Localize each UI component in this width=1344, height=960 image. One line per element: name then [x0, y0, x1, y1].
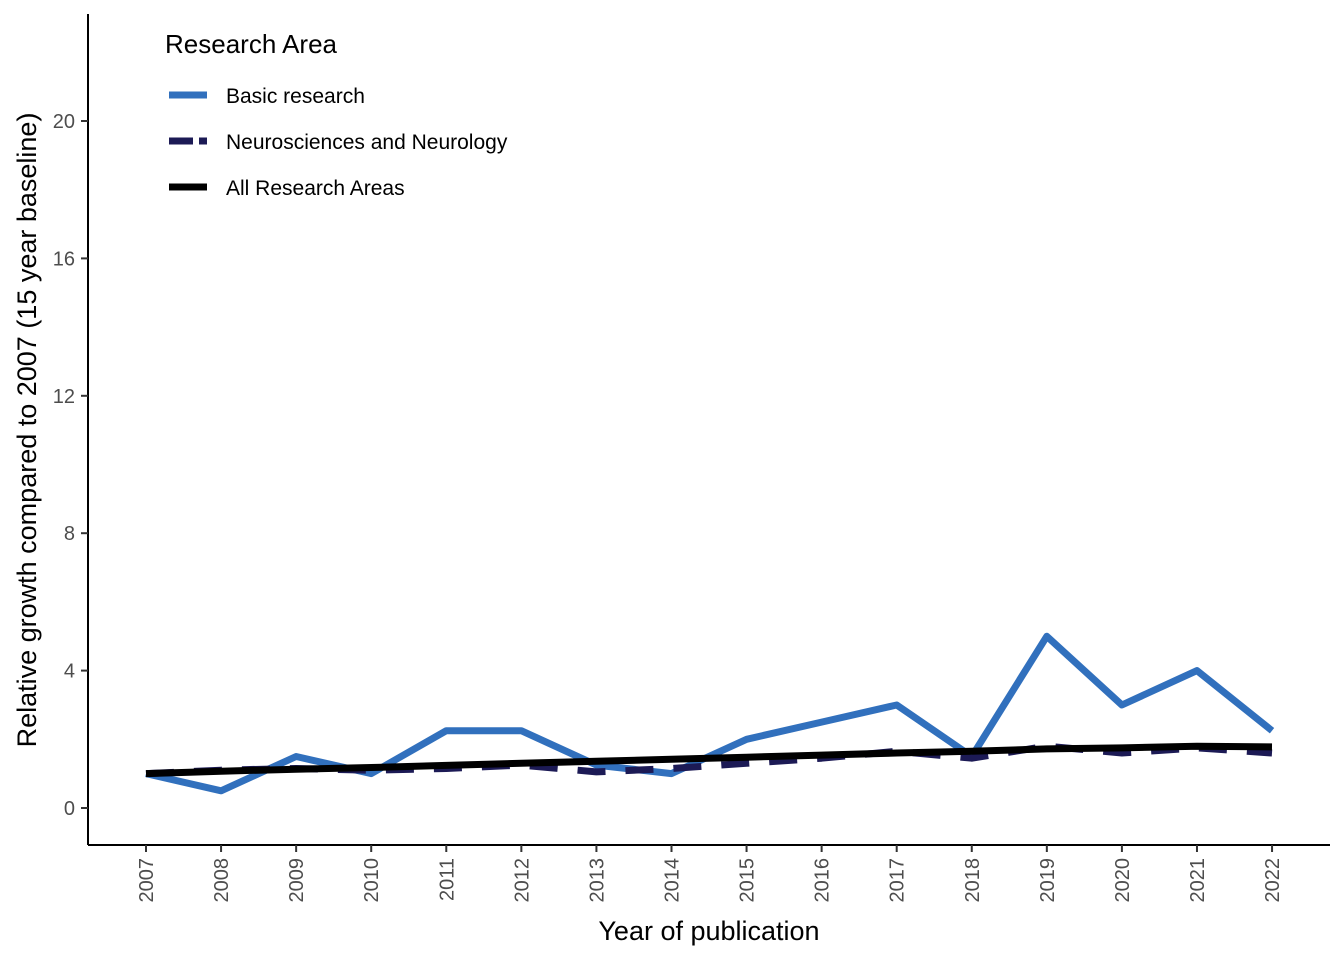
x-ticks: 2007 2008 2009 2010 2011 2012 2013 2014 2015 2016…	[136, 845, 1284, 903]
legend-title: Research Area	[165, 29, 338, 59]
y-axis-title: Relative growth compared to 2007 (15 yea…	[12, 113, 42, 748]
x-tick-label: 2012	[511, 858, 533, 903]
x-tick-label: 2020	[1112, 858, 1134, 903]
y-tick-label: 12	[53, 386, 75, 408]
x-tick-label: 2014	[661, 858, 683, 903]
y-tick-label: 0	[64, 798, 75, 820]
x-tick-label: 2007	[136, 858, 158, 903]
legend-items: Basic research Neurosciences and Neurolog…	[169, 85, 508, 200]
legend: Research Area Basic research Neuroscience…	[165, 29, 508, 200]
x-tick-label: 2022	[1262, 858, 1284, 903]
series-line-3	[145, 742, 1273, 778]
x-tick-label: 2013	[586, 858, 608, 903]
x-tick-label: 2017	[887, 858, 909, 903]
x-tick-label: 2009	[286, 858, 308, 903]
x-tick-label: 2018	[962, 858, 984, 903]
x-tick-label: 2011	[436, 858, 458, 901]
y-tick-label: 4	[64, 661, 75, 683]
legend-label: Basic research	[226, 85, 365, 108]
y-tick-label: 8	[64, 523, 75, 545]
legend-label: All Research Areas	[226, 177, 405, 200]
x-tick-label: 2019	[1037, 858, 1059, 903]
axes	[87, 14, 1330, 846]
x-tick-label: 2010	[361, 858, 383, 903]
x-axis-title: Year of publication	[598, 916, 819, 946]
legend-label: Neurosciences and Neurology	[226, 131, 508, 154]
x-tick-label: 2016	[812, 858, 834, 903]
x-tick-label: 2021	[1187, 858, 1209, 903]
x-tick-label: 2008	[211, 858, 233, 903]
x-tick-label: 2015	[737, 858, 759, 903]
y-tick-label: 20	[53, 111, 75, 133]
y-tick-label: 16	[53, 248, 75, 270]
series-layer	[145, 632, 1275, 795]
y-ticks: 0 4 8 12 16 20	[53, 111, 88, 820]
